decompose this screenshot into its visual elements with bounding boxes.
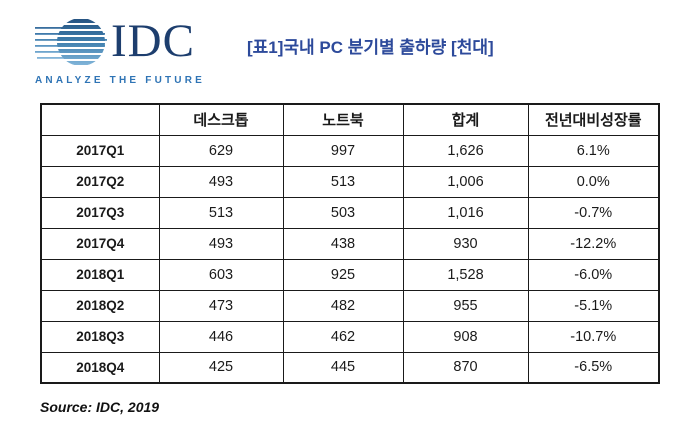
table-row: 2018Q3 446 462 908 -10.7%	[40, 320, 660, 353]
desktop-cell: 446	[158, 320, 284, 353]
growth-cell: -0.7%	[527, 196, 660, 229]
column-header-total: 합계	[402, 103, 529, 136]
desktop-cell: 629	[158, 134, 284, 167]
idc-logo: IDC ANALYZE THE FUTURE	[35, 14, 210, 86]
page-title: [표1]국내 PC 분기별 출하량 [천대]	[247, 38, 494, 57]
globe-icon	[35, 19, 107, 65]
desktop-cell: 473	[158, 289, 284, 322]
quarter-cell: 2018Q1	[40, 258, 160, 291]
idc-logo-main: IDC	[35, 14, 210, 72]
idc-logo-tagline: ANALYZE THE FUTURE	[35, 75, 206, 86]
growth-cell: -6.5%	[527, 351, 660, 384]
growth-cell: 6.1%	[527, 134, 660, 167]
table-row: 2017Q2 493 513 1,006 0.0%	[40, 165, 660, 198]
column-header-quarter	[40, 103, 160, 136]
quarter-cell: 2018Q3	[40, 320, 160, 353]
growth-cell: 0.0%	[527, 165, 660, 198]
growth-cell: -10.7%	[527, 320, 660, 353]
quarter-cell: 2017Q3	[40, 196, 160, 229]
column-header-desktop: 데스크톱	[158, 103, 284, 136]
total-cell: 1,528	[402, 258, 529, 291]
notebook-cell: 462	[282, 320, 404, 353]
total-cell: 870	[402, 351, 529, 384]
quarter-cell: 2017Q1	[40, 134, 160, 167]
column-header-growth: 전년대비성장률	[527, 103, 660, 136]
source-note: Source: IDC, 2019	[40, 399, 160, 415]
total-cell: 908	[402, 320, 529, 353]
idc-logo-text: IDC	[111, 14, 195, 67]
notebook-cell: 445	[282, 351, 404, 384]
growth-cell: -12.2%	[527, 227, 660, 260]
total-cell: 1,016	[402, 196, 529, 229]
quarter-cell: 2018Q2	[40, 289, 160, 322]
desktop-cell: 513	[158, 196, 284, 229]
desktop-cell: 425	[158, 351, 284, 384]
notebook-cell: 925	[282, 258, 404, 291]
header-row: 데스크톱 노트북 합계 전년대비성장률	[40, 103, 660, 136]
notebook-cell: 503	[282, 196, 404, 229]
desktop-cell: 493	[158, 227, 284, 260]
quarter-cell: 2018Q4	[40, 351, 160, 384]
table-row: 2017Q1 629 997 1,626 6.1%	[40, 134, 660, 167]
quarter-cell: 2017Q2	[40, 165, 160, 198]
table-row: 2018Q1 603 925 1,528 -6.0%	[40, 258, 660, 291]
notebook-cell: 482	[282, 289, 404, 322]
total-cell: 930	[402, 227, 529, 260]
growth-cell: -6.0%	[527, 258, 660, 291]
growth-cell: -5.1%	[527, 289, 660, 322]
quarter-cell: 2017Q4	[40, 227, 160, 260]
table-row: 2017Q4 493 438 930 -12.2%	[40, 227, 660, 260]
data-table: 데스크톱 노트북 합계 전년대비성장률 2017Q1 629 997 1,626…	[40, 103, 660, 384]
table-row: 2018Q4 425 445 870 -6.5%	[40, 351, 660, 384]
table-row: 2017Q3 513 503 1,016 -0.7%	[40, 196, 660, 229]
column-header-notebook: 노트북	[282, 103, 404, 136]
total-cell: 955	[402, 289, 529, 322]
desktop-cell: 493	[158, 165, 284, 198]
desktop-cell: 603	[158, 258, 284, 291]
notebook-cell: 513	[282, 165, 404, 198]
total-cell: 1,006	[402, 165, 529, 198]
table-row: 2018Q2 473 482 955 -5.1%	[40, 289, 660, 322]
total-cell: 1,626	[402, 134, 529, 167]
notebook-cell: 438	[282, 227, 404, 260]
notebook-cell: 997	[282, 134, 404, 167]
